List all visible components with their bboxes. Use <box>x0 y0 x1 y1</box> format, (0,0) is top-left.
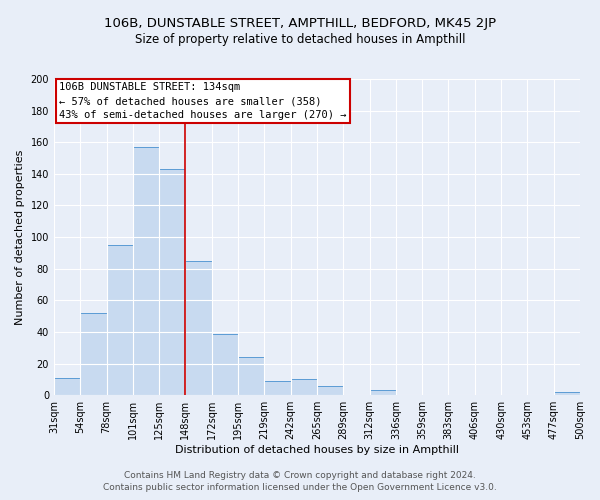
Bar <box>554 392 580 395</box>
Bar <box>80 313 107 395</box>
Bar <box>159 169 185 395</box>
Bar <box>370 390 396 395</box>
Bar <box>265 381 290 395</box>
Bar <box>212 334 238 395</box>
Y-axis label: Number of detached properties: Number of detached properties <box>15 150 25 325</box>
Text: 106B, DUNSTABLE STREET, AMPTHILL, BEDFORD, MK45 2JP: 106B, DUNSTABLE STREET, AMPTHILL, BEDFOR… <box>104 18 496 30</box>
Text: Contains HM Land Registry data © Crown copyright and database right 2024.
Contai: Contains HM Land Registry data © Crown c… <box>103 471 497 492</box>
Bar <box>238 358 265 395</box>
Bar <box>133 147 159 395</box>
Bar <box>107 245 133 395</box>
Bar <box>54 378 80 395</box>
Bar <box>290 380 317 395</box>
Bar <box>317 386 343 395</box>
Text: 106B DUNSTABLE STREET: 134sqm
← 57% of detached houses are smaller (358)
43% of : 106B DUNSTABLE STREET: 134sqm ← 57% of d… <box>59 82 347 120</box>
Bar <box>185 261 212 395</box>
Text: Size of property relative to detached houses in Ampthill: Size of property relative to detached ho… <box>135 32 465 46</box>
X-axis label: Distribution of detached houses by size in Ampthill: Distribution of detached houses by size … <box>175 445 459 455</box>
